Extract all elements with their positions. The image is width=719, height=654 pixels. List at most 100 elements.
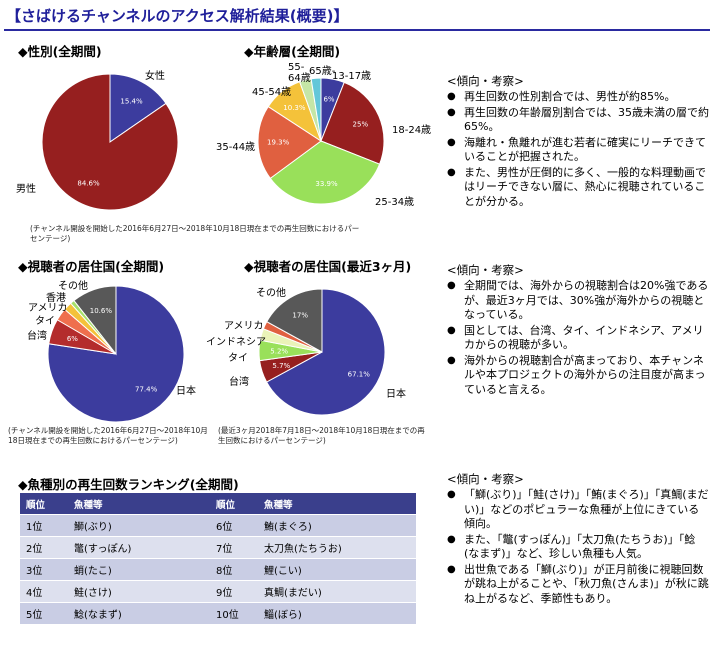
country-all-label-other: その他 bbox=[58, 281, 88, 292]
country-all-note: (チャンネル開設を開始した2016年6月27日～2018年10月18日現在までの… bbox=[8, 426, 208, 445]
country-all-label-usa: アメリカ bbox=[28, 303, 68, 314]
gender-pie-chart: 15.4% 84.6% bbox=[41, 73, 179, 211]
observation-1-bullet: また、男性が圧倒的に多く、一般的な料理動画ではリーチできない層に、熱心に視聴され… bbox=[447, 166, 709, 210]
gender-chart-heading: ◆性別(全期間) bbox=[18, 44, 102, 59]
country-recent-label-other: その他 bbox=[256, 288, 286, 299]
fish-cell: 鼈(すっぽん) bbox=[68, 536, 210, 559]
pie-slice-0-0 bbox=[109, 73, 167, 143]
age-pie-chart: 6% 25% 33.9% 19.3% 10.3% bbox=[257, 77, 385, 205]
country-recent-pie-chart: 67.1% 5.7% 5.2% 17% bbox=[258, 288, 386, 416]
observation-2-list: 全期間では、海外からの視聴割合は20%強であるが、最近3ヶ月では、30%強が海外… bbox=[447, 279, 709, 398]
observation-1-list: 再生回数の性別割合では、男性が約85%。 再生回数の年齢層別割合では、35歳未満… bbox=[447, 90, 709, 210]
fish-cell: 真鯛(まだい) bbox=[258, 580, 416, 603]
pie-slice-3-0 bbox=[265, 288, 386, 416]
table-row: 3位 蛸(たこ) 8位 鯉(こい) bbox=[20, 558, 416, 581]
fish-cell: 鯉(こい) bbox=[258, 558, 416, 581]
age-label-18-24: 18-24歳 bbox=[392, 125, 432, 136]
country-all-label-taiwan: 台湾 bbox=[27, 331, 47, 342]
country-recent-heading: ◆視聴者の居住国(最近3ヶ月) bbox=[244, 259, 412, 274]
fish-cell: 蛸(たこ) bbox=[68, 558, 210, 581]
pie-value-label-1-3: 19.3% bbox=[267, 139, 290, 147]
pie-value-label-3-5: 17% bbox=[292, 312, 308, 320]
table-row: 4位 鮭(さけ) 9位 真鯛(まだい) bbox=[20, 580, 416, 603]
age-label-65-plus: 65歳- bbox=[309, 66, 336, 77]
pie-value-label-2-0: 77.4% bbox=[135, 386, 158, 394]
ranking-header-row: 順位 魚種等 順位 魚種等 bbox=[20, 493, 416, 515]
fish-cell: 太刀魚(たちうお) bbox=[258, 536, 416, 559]
pie-value-label-3-1: 5.7% bbox=[272, 362, 290, 370]
observation-1-heading: <傾向・考察> bbox=[447, 74, 524, 88]
pie-value-label-0-1: 84.6% bbox=[77, 179, 100, 187]
observation-2-bullet: 海外からの視聴割合が高まっており、本チャンネルや本プロジェクトの海外からの注目度… bbox=[447, 354, 709, 398]
gender-label-male: 男性 bbox=[16, 184, 36, 195]
country-recent-note: (最近3ヶ月2018年7月18日～2018年10月18日現在までの再生回数におけ… bbox=[218, 426, 425, 445]
observation-2-bullet: 全期間では、海外からの視聴割合は20%強であるが、最近3ヶ月では、30%強が海外… bbox=[447, 279, 709, 323]
country-recent-label-indonesia: インドネシア bbox=[206, 337, 266, 348]
rank-cell: 10位 bbox=[210, 602, 258, 624]
country-recent-label-taiwan: 台湾 bbox=[229, 377, 249, 388]
observation-3-bullet: 出世魚である「鰤(ぶり)」が正月前後に視聴回数が跳ね上がることや、「秋刀魚(さん… bbox=[447, 563, 709, 607]
pie-slice-0-1 bbox=[41, 73, 179, 211]
ranking-heading: ◆魚種別の再生回数ランキング(全期間) bbox=[18, 477, 239, 492]
ranking-col-fish: 魚種等 bbox=[68, 493, 210, 515]
pie-value-label-1-4: 10.3% bbox=[283, 104, 306, 112]
pie-value-label-1-2: 33.9% bbox=[315, 180, 338, 188]
pie-slice-1-6 bbox=[310, 77, 322, 142]
pie-slice-1-1 bbox=[320, 81, 385, 165]
fish-cell: 鯔(ぼら) bbox=[258, 602, 416, 624]
observation-3-bullet: 「鰤(ぶり)」「鮭(さけ)」「鮪(まぐろ)」「真鯛(まだい)」などのポピュラーな… bbox=[447, 488, 709, 532]
country-all-label-hongkong: 香港 bbox=[46, 293, 66, 304]
observation-3-list: 「鰤(ぶり)」「鮭(さけ)」「鮪(まぐろ)」「真鯛(まだい)」などのポピュラーな… bbox=[447, 488, 709, 607]
age-label-25-34: 25-34歳 bbox=[375, 197, 415, 208]
fish-cell: 鮭(さけ) bbox=[68, 580, 210, 603]
observation-1-bullet: 海離れ・魚離れが進む若者に確実にリーチできていることが把握された。 bbox=[447, 136, 709, 165]
fish-cell: 鰤(ぶり) bbox=[68, 514, 210, 537]
ranking-col-rank: 順位 bbox=[210, 493, 258, 515]
rank-cell: 8位 bbox=[210, 558, 258, 581]
rank-cell: 4位 bbox=[20, 580, 68, 603]
country-recent-label-japan: 日本 bbox=[386, 389, 406, 400]
table-row: 2位 鼈(すっぽん) 7位 太刀魚(たちうお) bbox=[20, 536, 416, 559]
country-all-label-japan: 日本 bbox=[176, 386, 196, 397]
pie-value-label-2-1: 6% bbox=[67, 335, 78, 343]
observation-3-heading: <傾向・考察> bbox=[447, 472, 524, 486]
age-label-35-44: 35-44歳 bbox=[216, 142, 256, 153]
rank-cell: 6位 bbox=[210, 514, 258, 537]
pie-value-label-2-5: 10.6% bbox=[90, 307, 113, 315]
age-chart-heading: ◆年齢層(全期間) bbox=[244, 44, 341, 59]
pie-slice-1-2 bbox=[269, 140, 381, 205]
age-label-55-64: 55-64歳 bbox=[288, 62, 311, 84]
gender-label-female: 女性 bbox=[145, 71, 165, 82]
country-recent-label-thailand: タイ bbox=[228, 353, 248, 364]
country-all-pie-chart: 77.4% 6% 10.6% bbox=[47, 285, 185, 423]
observation-2-heading: <傾向・考察> bbox=[447, 263, 524, 277]
observation-1-bullet: 再生回数の年齢層別割合では、35歳未満の層で約65%。 bbox=[447, 106, 709, 135]
observation-1-bullet: 再生回数の性別割合では、男性が約85%。 bbox=[447, 90, 709, 105]
pie-value-label-1-0: 6% bbox=[323, 95, 334, 103]
pie-value-label-1-1: 25% bbox=[353, 120, 369, 128]
fish-cell: 鮪(まぐろ) bbox=[258, 514, 416, 537]
ranking-table: 順位 魚種等 順位 魚種等 1位 鰤(ぶり) 6位 鮪(まぐろ) 2位 鼈(すっ… bbox=[20, 493, 416, 624]
ranking-col-rank: 順位 bbox=[20, 493, 68, 515]
pie-value-label-0-0: 15.4% bbox=[120, 98, 143, 106]
pie-value-label-3-0: 67.1% bbox=[348, 370, 371, 378]
observation-3-bullet: また、「鼈(すっぽん)」「太刀魚(たちうお)」「鯰(なまず)」など、珍しい魚種も… bbox=[447, 533, 709, 562]
rank-cell: 9位 bbox=[210, 580, 258, 603]
rank-cell: 3位 bbox=[20, 558, 68, 581]
pie-slice-2-5 bbox=[73, 285, 117, 356]
table-row: 5位 鯰(なまず) 10位 鯔(ぼら) bbox=[20, 602, 416, 624]
rank-cell: 5位 bbox=[20, 602, 68, 624]
pie-slice-3-5 bbox=[266, 288, 323, 353]
pie-value-label-3-2: 5.2% bbox=[270, 347, 288, 355]
age-label-13-17: 13-17歳 bbox=[332, 71, 372, 82]
gender-chart-note: (チャンネル開設を開始した2016年6月27日～2018年10月18日現在までの… bbox=[30, 224, 360, 243]
rank-cell: 2位 bbox=[20, 536, 68, 559]
age-label-45-54: 45-54歳 bbox=[252, 87, 292, 98]
country-recent-label-usa: アメリカ bbox=[224, 321, 264, 332]
table-row: 1位 鰤(ぶり) 6位 鮪(まぐろ) bbox=[20, 514, 416, 537]
fish-cell: 鯰(なまず) bbox=[68, 602, 210, 624]
rank-cell: 7位 bbox=[210, 536, 258, 559]
pie-slice-1-3 bbox=[257, 105, 322, 180]
observation-2-bullet: 国としては、台湾、タイ、インドネシア、アメリカからの視聴が多い。 bbox=[447, 324, 709, 353]
ranking-col-fish: 魚種等 bbox=[258, 493, 416, 515]
